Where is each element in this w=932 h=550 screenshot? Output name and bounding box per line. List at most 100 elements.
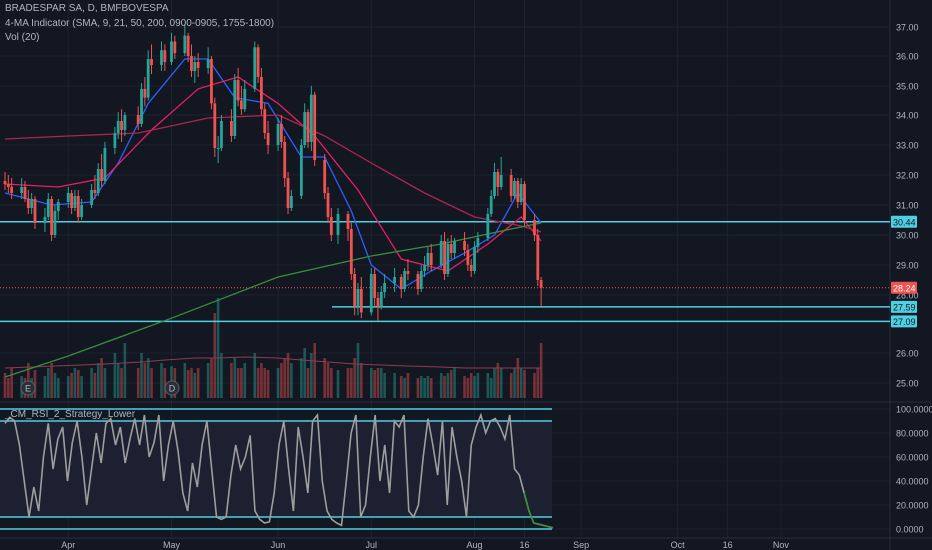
time-tick-label: Oct	[671, 540, 686, 550]
candle	[20, 178, 24, 199]
volume-bar	[360, 363, 363, 398]
candle	[70, 190, 73, 214]
rsi-line	[4, 412, 554, 529]
price-tick-label: 36.00	[896, 52, 919, 62]
candle-body	[160, 50, 163, 65]
volume-bar	[240, 368, 243, 398]
candle-body	[216, 148, 220, 149]
candle	[383, 274, 387, 298]
candle-body	[43, 217, 47, 223]
candle-body	[120, 121, 123, 130]
candle	[346, 211, 350, 241]
candle-body	[509, 175, 513, 196]
volume-bar	[300, 358, 303, 398]
candle	[10, 178, 14, 199]
candle-body	[10, 187, 14, 193]
volume-bar	[140, 353, 143, 398]
volume-bar	[236, 368, 240, 398]
candle	[376, 292, 380, 322]
candle	[513, 178, 516, 199]
volume-bar	[190, 368, 193, 398]
volume-bar	[493, 368, 496, 398]
candle	[263, 103, 267, 139]
candle	[279, 115, 283, 148]
volume-bar	[399, 376, 403, 398]
candle-body	[446, 244, 450, 274]
candle-body	[359, 289, 363, 313]
volume-bar	[336, 370, 340, 398]
volume-bar	[469, 373, 473, 398]
candle-body	[346, 214, 350, 229]
volume-bar	[280, 363, 283, 398]
candle-body	[493, 172, 496, 196]
candle-body	[103, 148, 107, 181]
candle	[393, 268, 397, 292]
candle-body	[266, 133, 270, 145]
price-tick-label: 34.00	[896, 111, 919, 121]
candle-body	[113, 133, 117, 148]
candle	[446, 238, 450, 277]
price-badge-box	[891, 300, 917, 313]
candle-body	[329, 217, 333, 235]
ma-line-sma-21	[4, 76, 542, 272]
candle-body	[206, 59, 210, 68]
volume-bar	[136, 368, 140, 398]
candle-body	[193, 62, 197, 71]
volume-bar	[429, 378, 433, 398]
candle	[150, 44, 153, 74]
volume-bar	[260, 363, 263, 398]
candle-body	[423, 265, 426, 271]
volume-bar	[536, 368, 540, 398]
candle	[309, 86, 313, 151]
candle-body	[50, 199, 54, 235]
candle	[30, 193, 34, 214]
candle-body	[170, 41, 173, 62]
price-tick-label: 26.00	[896, 349, 919, 359]
volume-bar	[3, 373, 7, 398]
candle	[336, 208, 340, 244]
chart-legend-vol: Vol (20)	[5, 32, 40, 43]
price-tick-label: 28.00	[896, 291, 919, 301]
candle	[403, 268, 406, 292]
candle	[160, 41, 163, 71]
price-badge-3: 27.09	[891, 315, 917, 328]
candle-body	[276, 124, 280, 145]
candle-body	[73, 196, 77, 208]
candle-body	[449, 244, 453, 253]
candle	[323, 154, 327, 199]
rsi-tick-label: 60.0000	[896, 453, 929, 463]
candle-body	[303, 112, 307, 145]
volume-bar	[509, 373, 513, 398]
time-tick-label: Aug	[467, 540, 483, 550]
volume-bar	[220, 353, 223, 398]
candle-body	[140, 88, 143, 124]
candle	[356, 283, 360, 316]
candle	[299, 139, 303, 199]
candle	[113, 127, 117, 154]
volume-bar	[290, 363, 293, 398]
candle	[6, 175, 10, 193]
candle	[80, 199, 83, 220]
candle	[116, 112, 120, 139]
volume-bar	[93, 373, 97, 398]
price-axis: 25.00 26.00 28.00 29.00 30.00 31.00 32.00 33.00…	[896, 23, 919, 389]
candle	[170, 32, 173, 65]
candle-body	[256, 47, 260, 77]
candle	[26, 190, 30, 214]
price-tick-label: 25.00	[896, 379, 919, 389]
candle	[210, 56, 213, 110]
volume-bar	[196, 368, 200, 398]
candle	[103, 142, 107, 184]
price-badge-1: 28.24	[891, 281, 917, 294]
price-tick-label: 30.00	[896, 231, 919, 241]
candle	[306, 109, 310, 148]
volume-bar	[356, 343, 360, 398]
time-tick-label: Apr	[61, 540, 75, 550]
candle-body	[240, 100, 243, 110]
candle-body	[186, 35, 190, 56]
candle	[136, 106, 140, 130]
ma-line-sma-200	[4, 222, 542, 378]
candle-body	[243, 88, 247, 110]
candle-body	[46, 199, 50, 217]
